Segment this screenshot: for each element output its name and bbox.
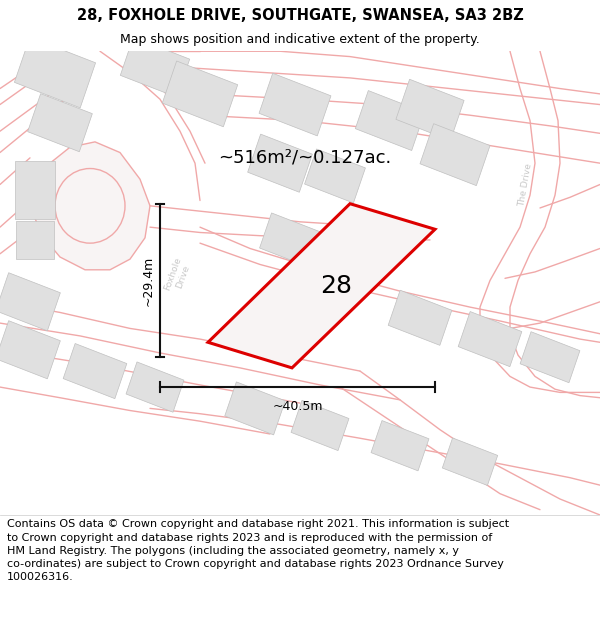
- Polygon shape: [162, 61, 238, 127]
- Polygon shape: [208, 204, 435, 368]
- Text: ~29.4m: ~29.4m: [142, 256, 155, 306]
- Polygon shape: [225, 382, 285, 435]
- Polygon shape: [355, 91, 425, 151]
- Polygon shape: [14, 38, 95, 108]
- Text: Map shows position and indicative extent of the property.: Map shows position and indicative extent…: [120, 34, 480, 46]
- Polygon shape: [396, 79, 464, 141]
- Polygon shape: [63, 344, 127, 399]
- Polygon shape: [0, 321, 61, 379]
- Polygon shape: [458, 311, 522, 367]
- Text: 28: 28: [320, 274, 352, 298]
- Polygon shape: [15, 161, 55, 219]
- Polygon shape: [259, 73, 331, 136]
- Polygon shape: [0, 272, 61, 331]
- Polygon shape: [520, 332, 580, 382]
- Polygon shape: [260, 213, 320, 267]
- Text: The Drive: The Drive: [517, 162, 533, 207]
- Text: ~40.5m: ~40.5m: [272, 400, 323, 412]
- Polygon shape: [420, 124, 490, 186]
- Text: Foxhole
Drive: Foxhole Drive: [163, 256, 193, 295]
- Polygon shape: [291, 400, 349, 451]
- Polygon shape: [320, 230, 380, 284]
- Text: 28, FOXHOLE DRIVE, SOUTHGATE, SWANSEA, SA3 2BZ: 28, FOXHOLE DRIVE, SOUTHGATE, SWANSEA, S…: [77, 8, 523, 23]
- Polygon shape: [28, 94, 92, 152]
- Polygon shape: [305, 149, 365, 203]
- Polygon shape: [126, 362, 184, 413]
- Polygon shape: [371, 421, 429, 471]
- Polygon shape: [121, 38, 190, 98]
- Polygon shape: [16, 221, 54, 259]
- Polygon shape: [248, 134, 313, 192]
- Polygon shape: [30, 142, 150, 270]
- Text: Contains OS data © Crown copyright and database right 2021. This information is : Contains OS data © Crown copyright and d…: [7, 519, 509, 582]
- Text: ~516m²/~0.127ac.: ~516m²/~0.127ac.: [218, 149, 392, 167]
- Polygon shape: [442, 438, 497, 486]
- Polygon shape: [388, 290, 452, 346]
